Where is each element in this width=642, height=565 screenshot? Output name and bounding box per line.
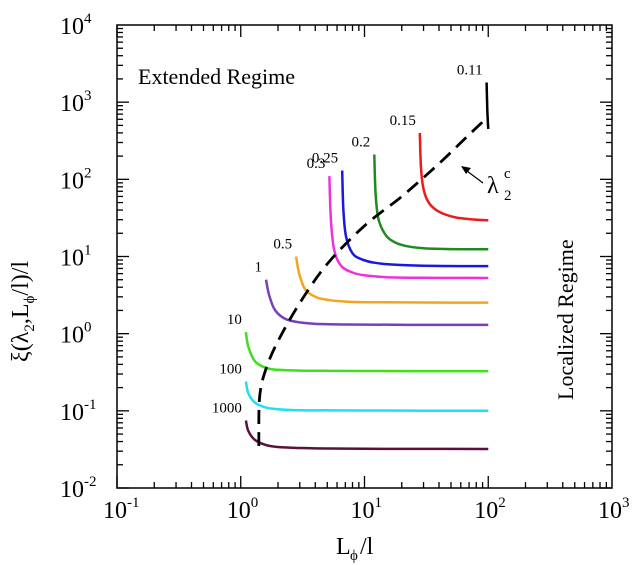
series-line-10 [244,331,489,373]
series-label-0.25: 0.25 [312,151,338,167]
x-tick-label: 100 [227,495,259,524]
series-label-0.15: 0.15 [390,113,416,129]
series-label-1000: 1000 [212,400,242,416]
y-tick-label: 102 [60,165,92,194]
critical-arrowhead [461,166,471,174]
series-line-0.5 [294,256,489,304]
series-label-100: 100 [219,361,242,377]
localized-regime-label: Localized Regime [553,239,578,400]
series-label-0.5: 0.5 [273,237,292,253]
series-label-1: 1 [255,260,263,276]
series-line-100 [244,381,489,413]
x-axis-title-tail: /l [360,534,374,560]
x-tick-label: 102 [474,495,506,524]
axis-ticks [116,25,612,489]
series-label-0.11: 0.11 [457,62,483,78]
curve-labels: 1000 100 10 1 0.5 0.30.25 0.2 0.15 0.11 [212,62,483,416]
y-axis-title-b: ,L [8,304,34,325]
x-axis-title-main: L [336,534,351,560]
y-axis-title: ξ(λ2,Lϕ/l)/l [8,261,38,362]
svg-text:ξ(λ2,Lϕ/l)/l: ξ(λ2,Lϕ/l)/l [8,261,38,362]
critical-sup: c [504,166,511,182]
y-tick-label: 100 [60,320,92,349]
y-axis-title-a: ξ(λ [8,331,34,362]
series-line-1000 [244,420,489,451]
series-line-0.2 [373,154,489,251]
y-axis-title-sub2: ϕ [22,296,38,304]
series-line-0.15 [418,132,489,222]
y-axis-title-sub1: 2 [22,324,38,332]
y-tick-label: 10-1 [60,397,97,426]
series-line-0.25 [340,170,489,268]
extended-regime-label: Extended Regime [138,64,295,89]
plot-frame [116,24,613,489]
y-tick-label: 10-2 [60,474,97,503]
curves [244,82,490,451]
series-line-0.11 [485,82,490,129]
critical-sub: 2 [504,188,512,204]
series-line-0.3 [328,176,489,280]
series-label-0.2: 0.2 [352,134,371,150]
y-tick-label: 103 [60,88,92,117]
series-line-1 [264,279,489,327]
x-tick-label: 103 [598,495,630,524]
y-tick-label: 101 [60,243,92,272]
critical-annotation: λ c 2 [461,166,512,204]
x-axis-title: L ϕ /l [336,534,374,564]
y-axis-title-c: /l)/l [8,261,34,296]
x-tick-label: 101 [351,495,383,524]
series-label-10: 10 [227,312,242,328]
x-axis-title-sub: ϕ [350,548,358,564]
series-label-0.3: 0.3 [307,156,326,172]
x-tick-label: 10-1 [103,495,140,524]
critical-dashed-line [257,115,490,447]
y-tick-label: 104 [60,11,92,40]
critical-lambda: λ [487,173,499,199]
